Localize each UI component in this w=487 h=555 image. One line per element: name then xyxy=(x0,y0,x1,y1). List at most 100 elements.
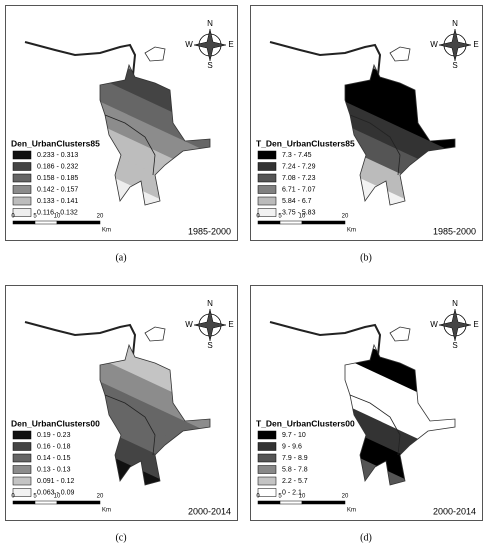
period: 1985-2000 xyxy=(188,226,231,236)
legend-swatch xyxy=(13,489,31,497)
scale-tick: 10 xyxy=(299,214,306,220)
caption: (c) xyxy=(115,532,126,543)
legend-swatch xyxy=(13,477,31,485)
legend-title: Den_UrbanClusters00 xyxy=(11,418,100,428)
legend-label: 5.84 - 6.7 xyxy=(282,198,312,205)
legend-label: 0.186 - 0.232 xyxy=(37,163,78,170)
legend-swatch xyxy=(258,186,276,194)
legend-swatch xyxy=(258,174,276,182)
legend-swatch xyxy=(258,431,276,439)
legend-swatch xyxy=(13,186,31,194)
legend-label: 9 - 9.6 xyxy=(282,443,302,450)
scale-segment xyxy=(57,221,100,224)
scale-tick: 20 xyxy=(97,214,104,220)
scale-tick: 10 xyxy=(54,214,61,220)
legend-label: 0.16 - 0.18 xyxy=(37,443,71,450)
scale-unit: Km xyxy=(347,508,356,514)
scale-segment xyxy=(258,501,280,504)
compass-n: N xyxy=(207,19,213,28)
scale-segment xyxy=(57,501,100,504)
legend-label: 0.233 - 0.313 xyxy=(37,152,78,159)
legend-label: 0.133 - 0.141 xyxy=(37,198,78,205)
scale-segment xyxy=(302,501,345,504)
legend-swatch xyxy=(258,197,276,205)
compass-e: E xyxy=(228,40,233,49)
scale-segment xyxy=(13,501,35,504)
legend-swatch xyxy=(13,209,31,217)
compass-s: S xyxy=(452,341,457,350)
legend-label: 9.7 - 10 xyxy=(282,432,306,439)
scale-tick: 10 xyxy=(299,494,306,500)
compass-s: S xyxy=(452,61,457,70)
legend-label: 7.9 - 8.9 xyxy=(282,455,308,462)
map-panel: N S E W Den_UrbanClusters00 0.19 - 0.23 0.16 -… xyxy=(6,286,267,544)
map-panel: N S E W Den_UrbanClusters85 0.233 - 0.313 0.18… xyxy=(6,6,267,264)
period: 2000-2014 xyxy=(433,506,476,516)
compass-n: N xyxy=(452,19,458,28)
scale-segment xyxy=(302,221,345,224)
compass-s: S xyxy=(207,341,212,350)
caption: (d) xyxy=(360,532,372,543)
legend-swatch xyxy=(258,163,276,171)
compass-s: S xyxy=(207,61,212,70)
legend-label: 0.13 - 0.13 xyxy=(37,466,71,473)
period: 2000-2014 xyxy=(188,506,231,516)
caption: (a) xyxy=(115,252,126,263)
legend-label: 0.142 - 0.157 xyxy=(37,186,78,193)
legend-swatch xyxy=(13,443,31,451)
legend-swatch xyxy=(13,163,31,171)
compass-w: W xyxy=(185,320,193,329)
legend-title: T_Den_UrbanClusters85 xyxy=(256,138,355,148)
legend-swatch xyxy=(13,174,31,182)
legend-swatch xyxy=(258,151,276,159)
legend-swatch xyxy=(258,454,276,462)
scale-segment xyxy=(13,221,35,224)
legend-label: 0.158 - 0.185 xyxy=(37,175,78,182)
scale-segment xyxy=(280,221,302,224)
scale-segment xyxy=(280,501,302,504)
legend-swatch xyxy=(13,197,31,205)
period: 1985-2000 xyxy=(433,226,476,236)
legend-swatch xyxy=(258,489,276,497)
compass-n: N xyxy=(207,299,213,308)
scale-unit: Km xyxy=(347,228,356,234)
scale-segment xyxy=(258,221,280,224)
legend-label: 0.091 - 0.12 xyxy=(37,478,74,485)
scale-segment xyxy=(35,501,57,504)
legend-swatch xyxy=(258,209,276,217)
legend-label: 6.71 - 7.07 xyxy=(282,186,316,193)
compass-e: E xyxy=(473,320,478,329)
legend-swatch xyxy=(258,443,276,451)
legend-label: 7.08 - 7.23 xyxy=(282,175,316,182)
legend-label: 0.14 - 0.15 xyxy=(37,455,71,462)
map-panel: N S E W T_Den_UrbanClusters00 9.7 - 10 9 - 9.6… xyxy=(251,286,487,544)
legend-label: 0.19 - 0.23 xyxy=(37,432,71,439)
scale-tick: 20 xyxy=(342,494,349,500)
legend-label: 2.2 - 5.7 xyxy=(282,478,308,485)
legend-title: T_Den_UrbanClusters00 xyxy=(256,418,355,428)
compass-e: E xyxy=(473,40,478,49)
legend-swatch xyxy=(13,466,31,474)
scale-unit: Km xyxy=(102,228,111,234)
legend-swatch xyxy=(13,431,31,439)
legend-label: 7.3 - 7.45 xyxy=(282,152,312,159)
legend-label: 5.8 - 7.8 xyxy=(282,466,308,473)
legend-title: Den_UrbanClusters85 xyxy=(11,138,100,148)
scale-tick: 20 xyxy=(97,494,104,500)
legend-label: 7.24 - 7.29 xyxy=(282,163,316,170)
legend-swatch xyxy=(13,454,31,462)
scale-tick: 10 xyxy=(54,494,61,500)
scale-tick: 20 xyxy=(342,214,349,220)
compass-e: E xyxy=(228,320,233,329)
compass-n: N xyxy=(452,299,458,308)
compass-w: W xyxy=(430,320,438,329)
compass-w: W xyxy=(185,40,193,49)
legend-swatch xyxy=(258,477,276,485)
scale-segment xyxy=(35,221,57,224)
scale-unit: Km xyxy=(102,508,111,514)
legend-swatch xyxy=(13,151,31,159)
legend-swatch xyxy=(258,466,276,474)
caption: (b) xyxy=(360,252,372,263)
